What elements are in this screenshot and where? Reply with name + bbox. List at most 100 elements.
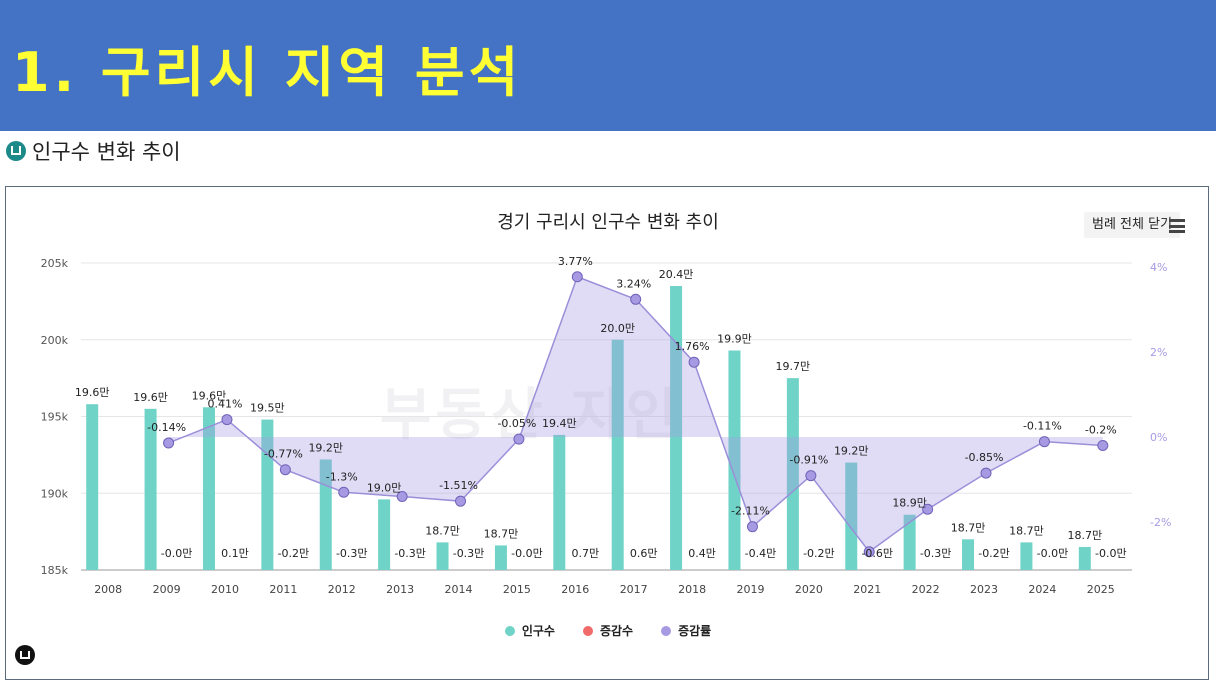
population-label: 19.7만 (776, 360, 811, 373)
population-bar (202, 407, 215, 570)
rate-label: -0.11% (1023, 420, 1062, 433)
rate-area (168, 276, 1103, 552)
population-bar (903, 514, 916, 570)
change-label: -0.6만 (861, 547, 893, 560)
change-label: -0.2만 (978, 547, 1010, 560)
legend-item-change[interactable]: 증감수 (582, 622, 634, 639)
rate-label: -0.77% (264, 448, 303, 461)
rate-label: 3.24% (616, 277, 651, 290)
rate-point (279, 464, 291, 476)
y2-tick-label: 2% (1150, 346, 1167, 359)
rate-label: 3.77% (558, 255, 593, 268)
rate-point (805, 470, 817, 482)
x-tick-label: 2015 (503, 583, 531, 596)
rate-label: -0.2% (1085, 424, 1117, 437)
population-label: 18.7만 (1009, 524, 1044, 537)
population-bar (1078, 546, 1091, 570)
rate-label: -0.91% (789, 454, 828, 467)
x-tick-label: 2012 (328, 583, 356, 596)
legend-item-population[interactable]: 인구수 (504, 622, 555, 639)
legend-label: 인구수 (521, 624, 555, 638)
x-tick-label: 2023 (970, 583, 998, 596)
population-bar (845, 462, 858, 570)
legend-label: 증감률 (678, 624, 712, 638)
population-label: 19.6만 (192, 389, 227, 402)
x-tick-label: 2013 (386, 583, 414, 596)
rate-point (455, 495, 467, 507)
change-label: -0.3만 (453, 547, 485, 560)
hamburger-icon[interactable] (1169, 219, 1185, 233)
change-label: -0.2만 (803, 547, 835, 560)
x-tick-label: 2024 (1028, 583, 1056, 596)
x-tick-label: 2019 (736, 583, 764, 596)
y-tick-label: 195k (41, 411, 69, 424)
population-bar (1020, 542, 1033, 570)
population-label: 19.6만 (133, 391, 168, 404)
population-label: 18.7만 (951, 521, 986, 534)
y-tick-label: 200k (41, 334, 69, 347)
change-label: -0.0만 (1037, 547, 1069, 560)
rate-point (922, 503, 934, 515)
population-label: 19.0만 (367, 481, 402, 494)
population-label: 20.0만 (600, 322, 635, 335)
legend-label: 증감수 (599, 624, 634, 638)
x-tick-label: 2025 (1087, 583, 1115, 596)
change-label: -0.3만 (920, 547, 952, 560)
change-label: -0.3만 (336, 547, 368, 560)
home-icon (6, 141, 26, 161)
change-label: -0.0만 (161, 547, 193, 560)
change-label: -0.3만 (394, 547, 426, 560)
rate-point (688, 356, 700, 368)
population-bar (86, 404, 99, 570)
population-bar (436, 542, 449, 570)
x-tick-label: 2022 (912, 583, 940, 596)
x-tick-label: 2009 (153, 583, 181, 596)
legend-toggle-button[interactable]: 범례 전체 닫기 (1084, 212, 1181, 238)
rate-label: -0.85% (965, 451, 1004, 464)
population-bar (670, 286, 683, 570)
x-tick-label: 2011 (269, 583, 297, 596)
x-tick-label: 2008 (94, 583, 122, 596)
change-label: -0.0만 (511, 547, 543, 560)
population-label: 18.9만 (892, 497, 927, 510)
change-label: 0.1만 (221, 547, 249, 560)
x-tick-label: 2014 (445, 583, 473, 596)
population-bar (786, 378, 799, 570)
population-label: 18.7만 (484, 527, 519, 540)
title-banner: 1. 구리시 지역 분석 (0, 0, 1216, 131)
rate-point (396, 491, 408, 502)
rate-point (630, 293, 642, 305)
y2-tick-label: -2% (1150, 516, 1171, 529)
change-label: 0.7만 (571, 547, 599, 560)
change-label: 0.6만 (630, 547, 658, 560)
change-label: -0.2만 (278, 547, 310, 560)
population-label: 19.9만 (717, 332, 752, 345)
x-tick-label: 2020 (795, 583, 823, 596)
x-tick-label: 2017 (620, 583, 648, 596)
y2-tick-label: 4% (1150, 261, 1167, 274)
x-tick-label: 2021 (853, 583, 881, 596)
rate-point (863, 546, 875, 558)
change-label: 0.4만 (688, 547, 716, 560)
legend-item-rate[interactable]: 증감률 (661, 622, 711, 639)
x-tick-label: 2018 (678, 583, 706, 596)
population-bar (378, 499, 391, 570)
rate-point (980, 467, 992, 479)
legend-dot-icon (582, 625, 593, 636)
legend-dot-icon (661, 625, 672, 636)
population-label: 18.7만 (425, 524, 460, 537)
rate-label: -1.3% (326, 470, 358, 483)
rate-label: -0.05% (497, 417, 536, 430)
rate-label: -0.14% (147, 421, 186, 434)
rate-label: -2.11% (731, 505, 770, 518)
y-tick-label: 190k (41, 487, 69, 500)
rate-point (746, 521, 758, 533)
population-label: 19.2만 (834, 445, 869, 458)
population-label: 19.4만 (542, 417, 577, 430)
population-label: 19.5만 (250, 402, 285, 415)
rate-point (338, 486, 350, 498)
x-tick-label: 2016 (561, 583, 589, 596)
y-tick-label: 205k (41, 257, 69, 270)
change-label: -0.0만 (1095, 547, 1127, 560)
